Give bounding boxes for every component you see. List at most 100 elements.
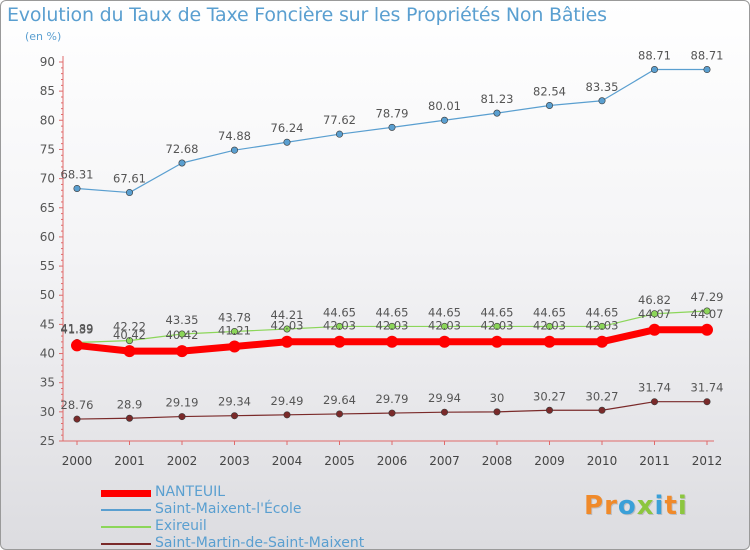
data-label: 30.27 [533,389,566,403]
x-tick-label: 2006 [377,454,408,468]
data-label: 76.24 [271,121,304,135]
y-tick-label: 35 [40,376,55,390]
data-point [493,408,501,416]
data-point [335,410,343,418]
data-label: 44.65 [481,305,514,319]
data-point [388,322,396,330]
data-point [701,323,713,336]
data-label: 42.03 [586,319,619,333]
data-point [178,330,186,338]
legend-label: Exireuil [155,518,207,534]
data-label: 43.35 [166,313,199,327]
data-label: 80.01 [428,99,461,113]
series-saint-martin-de-saint-maixent [73,398,711,423]
data-label: 44.07 [691,307,724,321]
data-point [598,406,606,414]
data-label: 42.22 [113,320,146,334]
data-label: 29.34 [218,395,251,409]
data-label: 41.89 [61,322,94,336]
data-label: 77.62 [323,113,356,127]
x-tick-label: 2012 [692,454,723,468]
data-point [73,415,81,423]
data-point [703,66,711,74]
legend-swatch [101,509,151,511]
data-point [493,109,501,117]
y-tick-label: 70 [40,172,55,186]
y-tick-label: 50 [40,288,55,302]
data-point [73,184,81,192]
data-label: 28.9 [117,397,143,411]
data-point [178,413,186,421]
data-label: 41.39 [61,322,94,336]
data-point [650,66,658,74]
data-point [231,327,239,335]
legend-swatch [101,526,151,528]
data-label: 44.21 [271,308,304,322]
data-label: 31.74 [638,381,671,395]
data-label: 29.94 [428,391,461,405]
data-label: 30.27 [586,389,619,403]
series-exireuil [73,307,711,347]
data-point [281,335,293,348]
y-tick-label: 80 [40,113,55,127]
series-saint-maixent-l-cole [73,66,711,197]
data-point [440,408,448,416]
data-point [335,130,343,138]
data-label: 44.65 [533,305,566,319]
unit-label: (en %) [25,30,62,43]
data-label: 44.07 [638,307,671,321]
data-label: 42.03 [323,319,356,333]
data-point [650,398,658,406]
data-label: 68.31 [61,167,94,181]
data-label: 46.82 [638,293,671,307]
data-label: 82.54 [533,84,566,98]
y-tick-label: 60 [40,230,55,244]
y-tick-label: 40 [40,347,55,361]
data-label: 30 [490,391,505,405]
data-point [126,414,134,422]
data-label: 44.65 [428,305,461,319]
data-label: 29.79 [376,392,409,406]
y-tick-label: 85 [40,84,55,98]
data-point [491,335,503,348]
legend-label: Saint-Martin-de-Saint-Maixent [155,535,365,550]
data-point [545,406,553,414]
y-tick-label: 45 [40,317,55,331]
data-point [231,412,239,420]
data-point [388,409,396,417]
data-point [598,97,606,105]
data-label: 43.78 [218,310,251,324]
series-nanteuil [71,323,713,358]
data-point [596,335,608,348]
data-point [231,146,239,154]
data-point [386,335,398,348]
data-point [440,116,448,124]
y-tick-label: 65 [40,201,55,215]
data-point [545,101,553,109]
data-label: 81.23 [481,92,514,106]
y-tick-label: 25 [40,434,55,448]
data-label: 28.76 [61,398,94,412]
x-tick-label: 2005 [324,454,355,468]
data-label: 83.35 [586,80,619,94]
data-label: 44.65 [376,305,409,319]
data-point [126,337,134,345]
y-tick-label: 75 [40,142,55,156]
data-label: 78.79 [376,106,409,120]
x-tick-label: 2007 [429,454,460,468]
legend-swatch [101,543,151,545]
data-label: 88.71 [638,49,671,63]
chart-title: Evolution du Taux de Taxe Foncière sur l… [7,4,607,26]
data-point [648,323,661,336]
data-label: 42.03 [428,319,461,333]
data-label: 67.61 [113,172,146,186]
y-tick-label: 55 [40,259,55,273]
data-label: 42.03 [271,319,304,333]
data-label: 40.42 [113,328,146,342]
x-tick-label: 2011 [639,454,670,468]
data-point [283,325,291,333]
data-label: 31.74 [691,381,724,395]
data-label: 42.03 [376,319,409,333]
y-tick-label: 90 [40,55,55,69]
